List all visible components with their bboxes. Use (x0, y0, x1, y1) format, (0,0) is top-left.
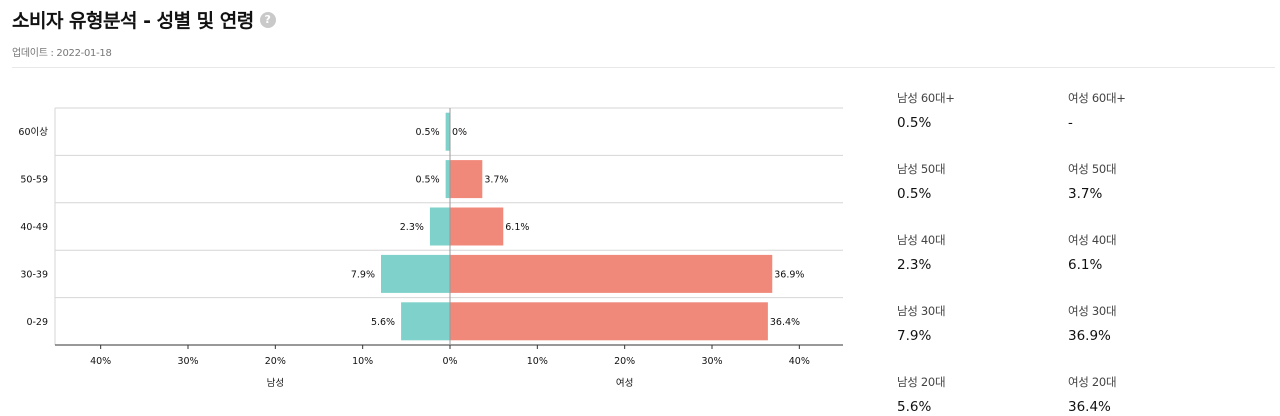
stat-value: 2.3% (897, 257, 932, 273)
female-bar (450, 302, 768, 341)
male-value-label: 7.9% (351, 269, 375, 280)
update-date: 업데이트 : 2022-01-18 (12, 48, 112, 59)
category-label: 0-29 (26, 317, 48, 328)
stat-value: - (1068, 115, 1073, 131)
stat-value: 0.5% (897, 186, 932, 202)
stat-item: 여성 30대 36.9% (1068, 303, 1239, 344)
stat-label: 여성 30대 (1068, 304, 1117, 318)
male-bar (445, 112, 450, 151)
divider (12, 67, 1275, 68)
stat-value: 36.9% (1068, 328, 1111, 344)
stat-value: 3.7% (1068, 186, 1103, 202)
stat-label: 여성 60대+ (1068, 91, 1126, 105)
stat-item: 남성 50대 0.5% (897, 161, 1068, 202)
stat-value: 6.1% (1068, 257, 1103, 273)
female-value-label: 36.9% (774, 269, 804, 280)
stat-item: 남성 20대 5.6% (897, 374, 1068, 415)
stat-item: 여성 50대 3.7% (1068, 161, 1239, 202)
x-tick-label: 20% (265, 356, 286, 367)
stat-item: 남성 40대 2.3% (897, 232, 1068, 273)
category-label: 30-39 (20, 269, 48, 280)
stat-label: 남성 60대+ (897, 91, 955, 105)
female-value-label: 6.1% (505, 222, 529, 233)
x-sublabel-female: 여성 (616, 377, 633, 389)
stat-label: 여성 40대 (1068, 233, 1117, 247)
stat-item: 여성 40대 6.1% (1068, 232, 1239, 273)
male-bar (445, 160, 450, 199)
category-label: 60이상 (18, 127, 48, 138)
stats-grid: 남성 60대+ 0.5% 여성 60대+ - 남성 50대 0.5% 여성 50대 3.… (897, 90, 1237, 415)
stat-value: 36.4% (1068, 399, 1111, 415)
stat-label: 남성 20대 (897, 375, 946, 389)
female-value-label: 3.7% (484, 175, 508, 186)
stat-item: 남성 60대+ 0.5% (897, 90, 1068, 131)
x-sublabel-male: 남성 (267, 378, 284, 389)
stat-value: 0.5% (897, 115, 932, 131)
female-bar (450, 160, 483, 199)
male-bar (429, 207, 450, 246)
female-bar (450, 207, 504, 246)
population-pyramid-chart: 60이상 0.5% 0% 50-59 0.5% 3.7% 40-49 2.3% 6.1% 30-3… (18, 107, 843, 389)
stat-value: 7.9% (897, 328, 932, 344)
stat-label: 남성 40대 (897, 233, 946, 247)
stat-label: 남성 50대 (897, 162, 946, 176)
stat-value: 5.6% (897, 399, 932, 415)
x-tick-label: 30% (701, 356, 722, 367)
x-tick-label: 30% (177, 356, 198, 367)
x-tick-label: 20% (614, 356, 635, 367)
page-title: 소비자 유형분석 - 성별 및 연령 (12, 10, 254, 32)
stat-label: 여성 20대 (1068, 375, 1117, 389)
x-tick-label: 10% (527, 356, 548, 367)
male-value-label: 0.5% (415, 175, 439, 186)
stat-item: 여성 60대+ - (1068, 90, 1239, 131)
male-bar (401, 302, 450, 341)
category-label: 50-59 (20, 175, 48, 186)
x-tick-label: 0% (442, 356, 457, 367)
x-tick-label: 40% (90, 356, 111, 367)
male-value-label: 0.5% (415, 127, 439, 138)
header: 소비자 유형분석 - 성별 및 연령 ? 업데이트 : 2022-01-18 (12, 6, 276, 59)
stat-item: 남성 30대 7.9% (897, 303, 1068, 344)
female-bar (450, 254, 773, 293)
female-value-label: 0% (452, 127, 467, 138)
stat-label: 여성 50대 (1068, 162, 1117, 176)
stat-label: 남성 30대 (897, 304, 946, 318)
title-row: 소비자 유형분석 - 성별 및 연령 ? (12, 6, 276, 33)
female-value-label: 36.4% (770, 317, 800, 328)
help-icon[interactable]: ? (259, 11, 276, 28)
male-value-label: 5.6% (371, 317, 395, 328)
stat-item: 여성 20대 36.4% (1068, 374, 1239, 415)
category-label: 40-49 (20, 222, 48, 233)
x-tick-label: 10% (352, 356, 373, 367)
x-tick-label: 40% (789, 356, 810, 367)
male-value-label: 2.3% (400, 222, 424, 233)
male-bar (381, 254, 450, 293)
